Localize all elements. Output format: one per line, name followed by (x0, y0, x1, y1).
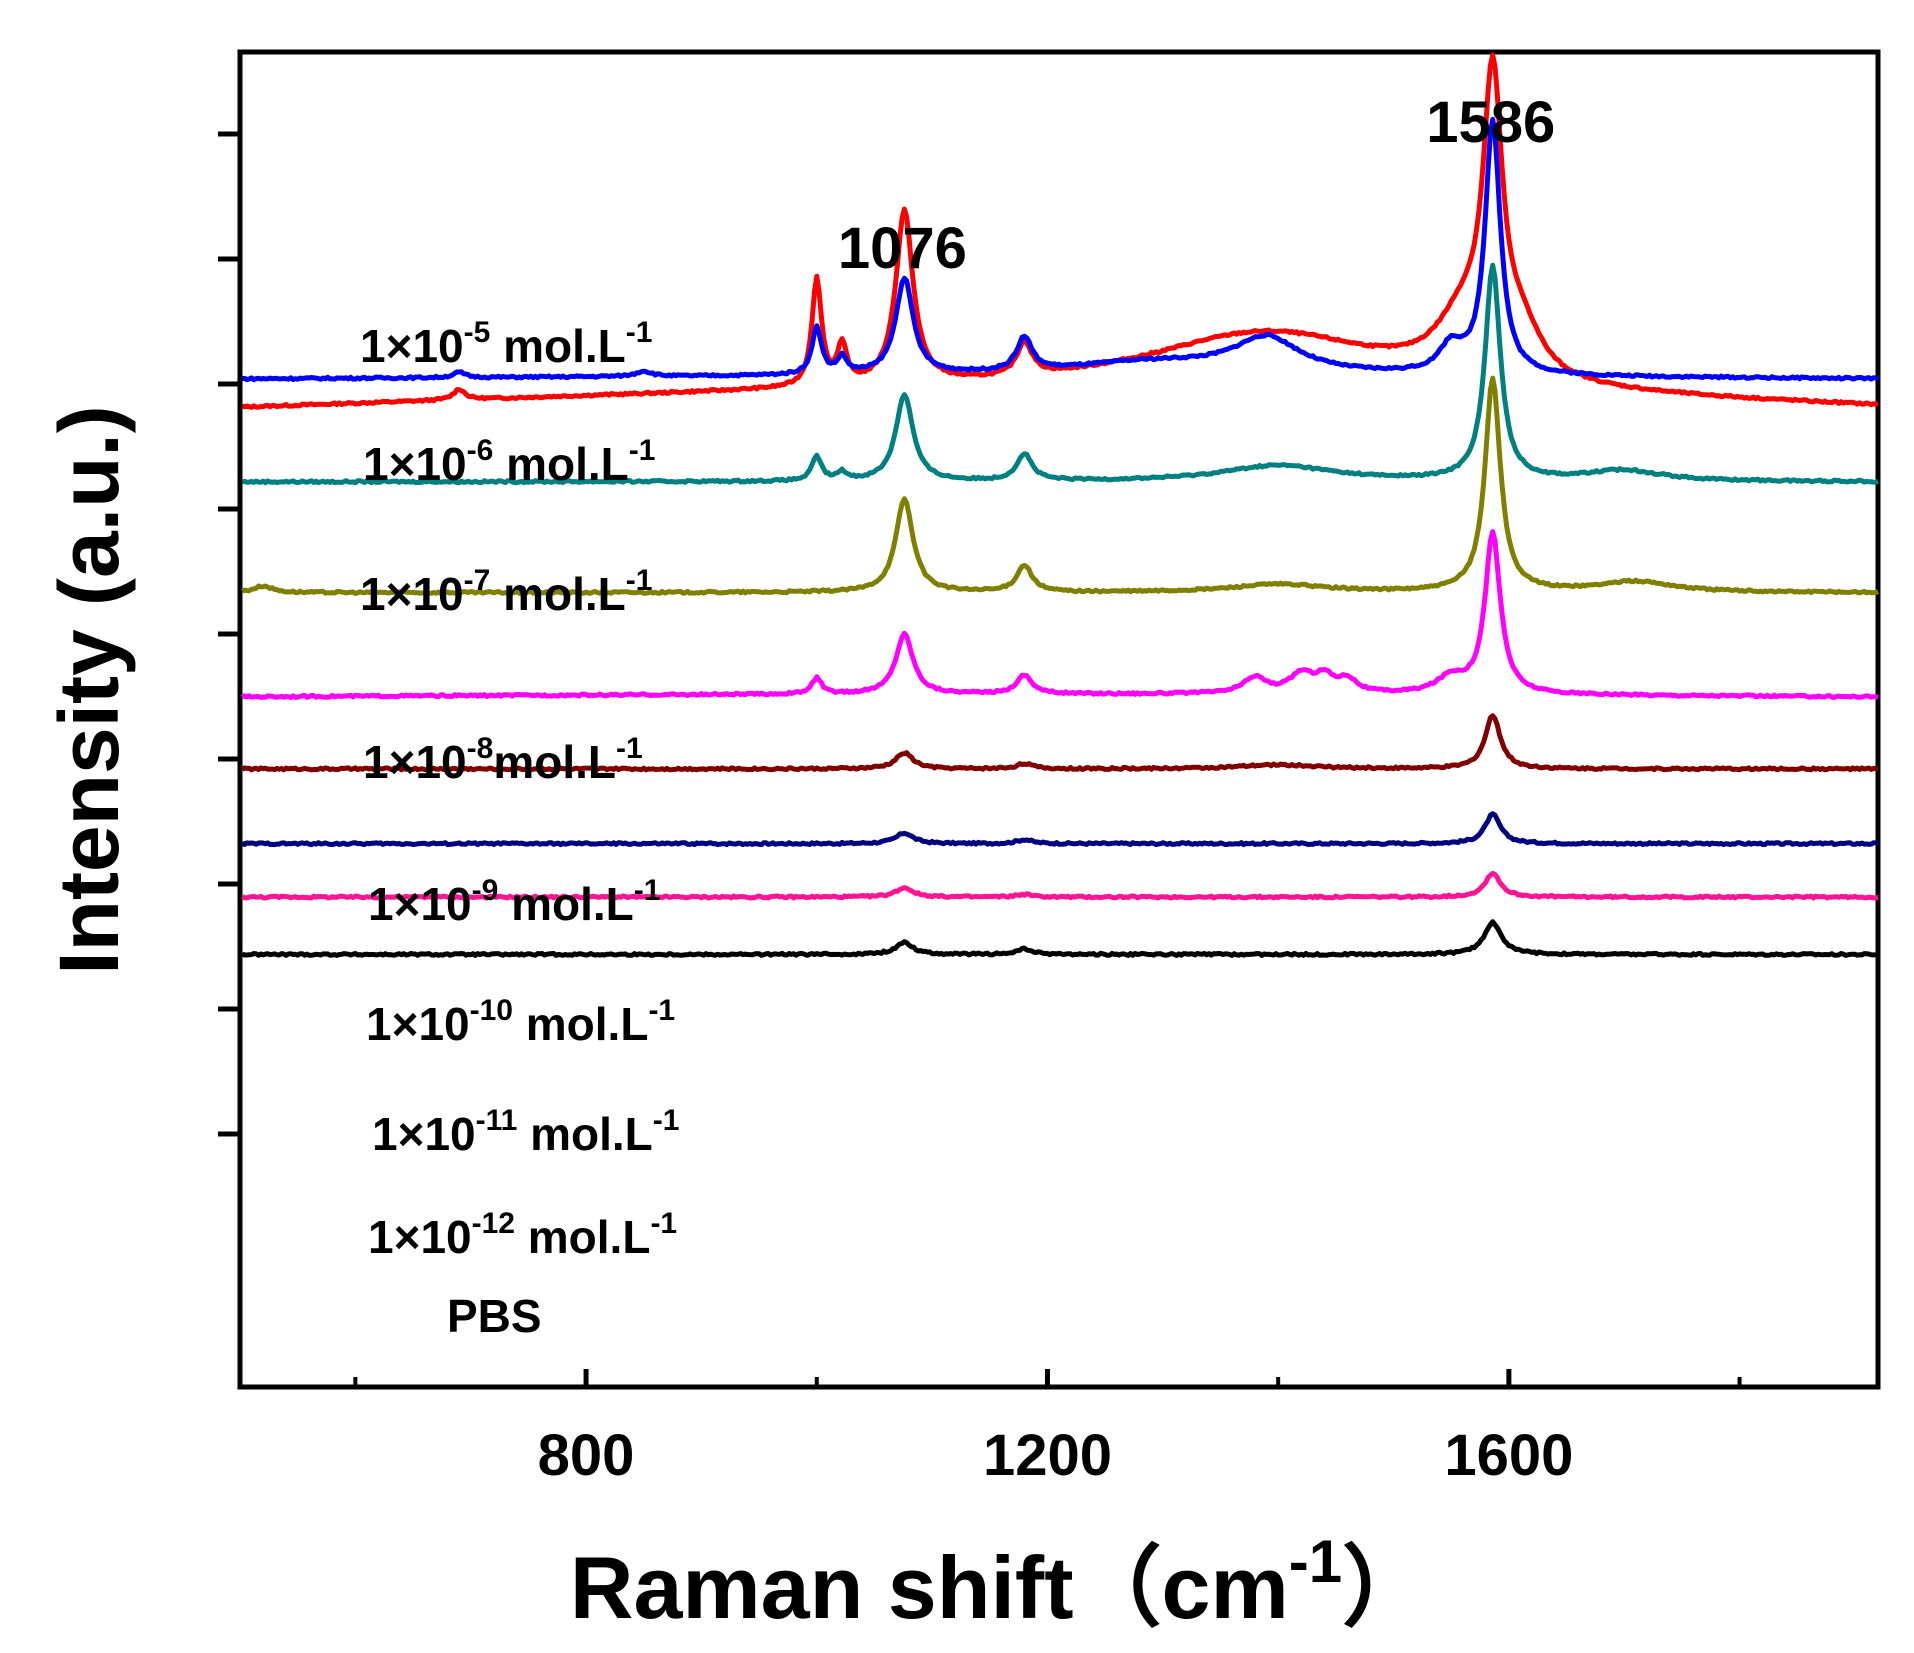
series-label-unit: mol.L (490, 320, 625, 372)
series-label-exponent: -12 (472, 1207, 515, 1240)
series-label-unit-exponent: -1 (626, 316, 653, 349)
series-labels: 1×10-5 mol.L-11×10-6 mol.L-11×10-7 mol.L… (360, 316, 679, 1342)
series-line (240, 529, 1879, 700)
series-label-exponent: -7 (464, 564, 491, 597)
series-line (241, 870, 1879, 901)
series-label-unit: mol.L (515, 1211, 650, 1263)
series-label-exponent: -9 (472, 874, 499, 907)
series-label-exponent: -11 (476, 1104, 518, 1137)
series-line (241, 375, 1880, 596)
series-label-exponent: -6 (467, 434, 494, 467)
series-label-unit-exponent: -1 (648, 994, 675, 1027)
series-label-unit-exponent: -1 (616, 732, 643, 765)
series-label-unit-exponent: -1 (626, 564, 653, 597)
peak-label: 1076 (838, 216, 967, 281)
series-label: 1×10-6 mol.L-1 (363, 434, 655, 490)
peak-label: 1586 (1426, 90, 1555, 155)
series-label-base: 1×10 (363, 736, 467, 788)
peak-annotations: 1076 1586 (838, 90, 1555, 281)
series-label-exponent: -10 (470, 994, 513, 1027)
series-label-base: 1×10 (360, 320, 464, 372)
series-label-base: 1×10 (366, 998, 470, 1050)
x-tick-label: 1600 (1444, 1423, 1573, 1488)
plot-border (237, 49, 1881, 1390)
series-label-unit: mol.L (493, 438, 628, 490)
x-axis-title-close: ） (1342, 1538, 1430, 1637)
series-label-unit-exponent: -1 (650, 1207, 677, 1240)
series-label-unit-exponent: -1 (634, 874, 661, 907)
series-group (240, 52, 1880, 958)
series-label-base: 1×10 (368, 1211, 472, 1263)
series-label-exponent: -5 (464, 316, 491, 349)
series-line (241, 262, 1879, 486)
series-label-base: 1×10 (363, 438, 467, 490)
plot-frame (237, 49, 1881, 1390)
series-label-exponent: -8 (467, 732, 494, 765)
series-label-unit: mol.L (513, 998, 648, 1050)
series-label-unit: mol.L (517, 1108, 652, 1160)
x-axis-title-main: Raman shift（cm (570, 1538, 1289, 1637)
series-label-unit: mol.L (493, 736, 616, 788)
series-label: 1×10-11 mol.L-1 (372, 1104, 679, 1160)
series-label-base: 1×10 (372, 1108, 476, 1160)
x-tick-label: 800 (538, 1423, 635, 1488)
series-label-base: 1×10 (368, 878, 472, 930)
series-line (241, 919, 1879, 958)
series-line (240, 811, 1879, 848)
series-label-unit: mol.L (498, 878, 633, 930)
axis-titles: Raman shift（cm-1）Intensity (a.u.) (42, 405, 1430, 1637)
series-line (240, 713, 1879, 773)
series-label: 1×10-7 mol.L-1 (360, 564, 652, 620)
series-label: PBS (447, 1290, 542, 1342)
series-label-unit-exponent: -1 (653, 1104, 680, 1137)
series-label: 1×10-9 mol.L-1 (368, 874, 660, 930)
series-line (242, 52, 1879, 410)
series-label-base: 1×10 (360, 568, 464, 620)
x-axis-title-exponent: -1 (1289, 1528, 1342, 1595)
series-label-unit: mol.L (490, 568, 625, 620)
x-tick-label: 1200 (983, 1423, 1112, 1488)
series-label: 1×10-12 mol.L-1 (368, 1207, 677, 1263)
y-axis-title: Intensity (a.u.) (42, 405, 136, 974)
series-line (242, 116, 1880, 383)
series-label: 1×10-10 mol.L-1 (366, 994, 675, 1050)
series-label: 1×10-8mol.L-1 (363, 732, 643, 788)
x-axis-title: Raman shift（cm-1） (570, 1528, 1430, 1637)
series-label-base: PBS (447, 1290, 542, 1342)
series-label-unit-exponent: -1 (629, 434, 656, 467)
series-label: 1×10-5 mol.L-1 (360, 316, 652, 372)
axis-ticks: 800 1200 1600 (218, 131, 1742, 1488)
